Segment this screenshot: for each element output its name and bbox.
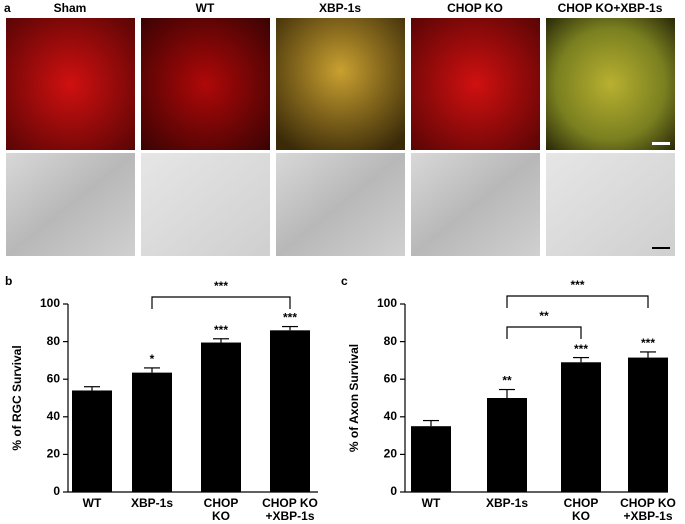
bar	[487, 398, 527, 492]
y-tick-label: 0	[390, 484, 397, 498]
y-tick-label: 60	[384, 371, 398, 385]
micrograph-label: CHOP KO	[447, 1, 503, 15]
bar	[132, 372, 172, 492]
micrograph	[6, 153, 135, 256]
micrograph-label: XBP-1s	[319, 1, 361, 15]
micrograph	[546, 153, 675, 256]
micrograph	[276, 18, 405, 150]
x-tick-label: CHOP KO	[620, 496, 676, 510]
micrograph	[411, 153, 540, 256]
y-tick-label: 80	[47, 334, 61, 348]
y-tick-label: 40	[384, 409, 398, 423]
bracket-label: ***	[214, 279, 228, 293]
y-tick-label: 20	[47, 447, 61, 461]
y-axis-label: % of RGC Survival	[10, 345, 24, 450]
bracket-label: ***	[570, 278, 584, 292]
bracket-label: **	[539, 309, 549, 323]
panel-label: c	[341, 274, 348, 288]
micrograph-label: WT	[196, 1, 215, 15]
significance-label: ***	[214, 323, 228, 337]
x-tick-label: XBP-1s	[131, 496, 173, 510]
micrograph	[276, 153, 405, 256]
significance-label: **	[502, 374, 512, 388]
y-tick-label: 60	[47, 371, 61, 385]
micrograph-row-brightfield	[6, 153, 675, 256]
x-tick-label: KO	[212, 509, 230, 523]
y-tick-label: 0	[53, 484, 60, 498]
bar	[628, 357, 668, 492]
x-tick-label: CHOP	[564, 496, 599, 510]
significance-label: ***	[283, 311, 297, 325]
significance-label: ***	[641, 336, 655, 350]
micrograph-row-fluorescence	[6, 18, 675, 150]
y-tick-label: 80	[384, 334, 398, 348]
x-tick-label: CHOP KO	[262, 496, 318, 510]
significance-bracket	[506, 326, 582, 339]
micrograph-label: Sham	[54, 1, 87, 15]
micrograph-label: CHOP KO+XBP-1s	[558, 1, 663, 15]
bar	[201, 342, 241, 492]
significance-label: ***	[574, 342, 588, 356]
x-tick-label: WT	[422, 496, 441, 510]
x-tick-label: WT	[83, 496, 102, 510]
bar	[270, 330, 310, 492]
significance-bracket	[151, 296, 291, 309]
y-axis-label: % of Axon Survival	[347, 344, 361, 452]
bar	[561, 362, 601, 492]
panel-label: a	[4, 1, 11, 15]
significance-bracket	[506, 295, 649, 308]
bar	[72, 390, 112, 492]
x-tick-label: CHOP	[204, 496, 239, 510]
x-tick-label: +XBP-1s	[623, 509, 672, 523]
x-tick-label: KO	[572, 509, 590, 523]
bar	[411, 426, 451, 492]
y-tick-label: 40	[47, 409, 61, 423]
y-tick-label: 20	[384, 447, 398, 461]
micrograph	[141, 153, 270, 256]
micrograph	[546, 18, 675, 150]
micrograph	[6, 18, 135, 150]
x-tick-label: XBP-1s	[486, 496, 528, 510]
scale-bar	[652, 142, 670, 145]
x-tick-label: +XBP-1s	[265, 509, 314, 523]
significance-label: *	[150, 352, 155, 366]
y-tick-label: 100	[40, 296, 60, 310]
micrograph	[141, 18, 270, 150]
panel-label: b	[5, 274, 12, 288]
y-tick-label: 100	[377, 296, 397, 310]
micrograph	[411, 18, 540, 150]
scale-bar	[652, 247, 670, 249]
